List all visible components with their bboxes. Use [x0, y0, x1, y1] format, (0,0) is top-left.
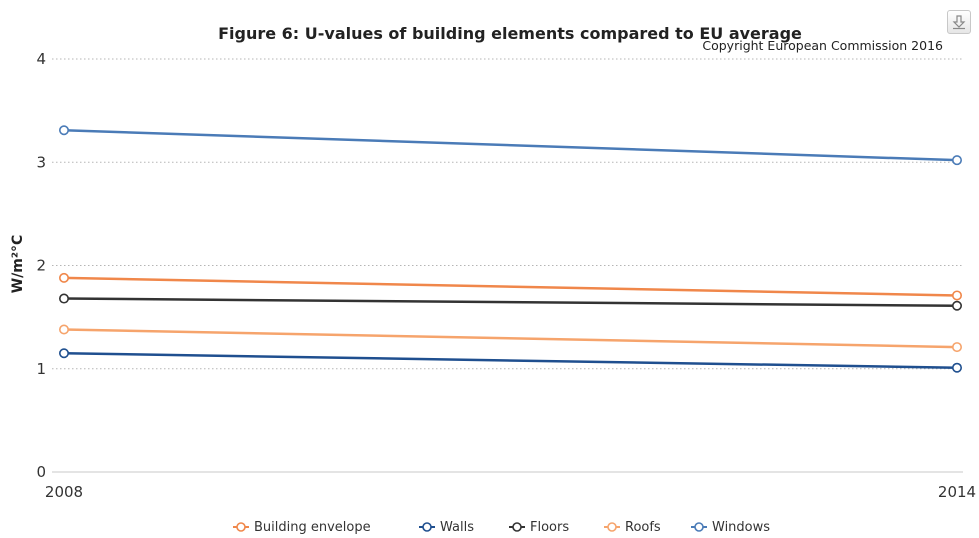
x-tick-label: 2008: [45, 483, 83, 501]
legend-symbol: [509, 522, 525, 532]
data-point-roofs: [58, 324, 69, 335]
series-line-floors: [63, 297, 958, 308]
data-point-walls: [951, 362, 962, 373]
legend-label: Building envelope: [254, 520, 371, 535]
legend-label: Walls: [440, 520, 474, 535]
legend-label: Windows: [712, 520, 771, 535]
y-tick-label: 0: [36, 463, 46, 481]
y-tick-label: 2: [36, 257, 46, 275]
y-tick-label: 4: [36, 50, 46, 68]
legend-label: Floors: [530, 520, 570, 535]
y-tick-label: 1: [36, 360, 46, 378]
legend-symbol: [419, 522, 435, 532]
data-point-roofs: [951, 342, 962, 353]
x-tick-label: 2014: [938, 483, 976, 501]
legend-symbol: [604, 522, 620, 532]
chart-title: Figure 6: U-values of building elements …: [218, 24, 802, 43]
legend: Building envelope Walls Floors Roofs Windows: [0, 518, 979, 538]
data-point-walls: [58, 348, 69, 359]
legend-symbol: [691, 522, 707, 532]
data-point-building-envelope: [58, 272, 69, 283]
data-point-building-envelope: [951, 290, 962, 301]
series-line-windows: [63, 128, 958, 162]
legend-label: Roofs: [625, 520, 661, 535]
data-point-windows: [58, 125, 69, 136]
series-line-walls: [63, 352, 958, 369]
legend-symbol: [233, 522, 249, 532]
download-icon: [952, 15, 966, 30]
y-tick-label: 3: [36, 153, 46, 171]
data-point-floors: [951, 300, 962, 311]
export-button[interactable]: [947, 10, 971, 34]
chart-subtitle: Copyright European Commission 2016: [702, 38, 943, 53]
series-line-roofs: [63, 328, 958, 349]
series-line-building-envelope: [63, 276, 958, 297]
data-point-windows: [951, 155, 962, 166]
data-point-floors: [58, 293, 69, 304]
